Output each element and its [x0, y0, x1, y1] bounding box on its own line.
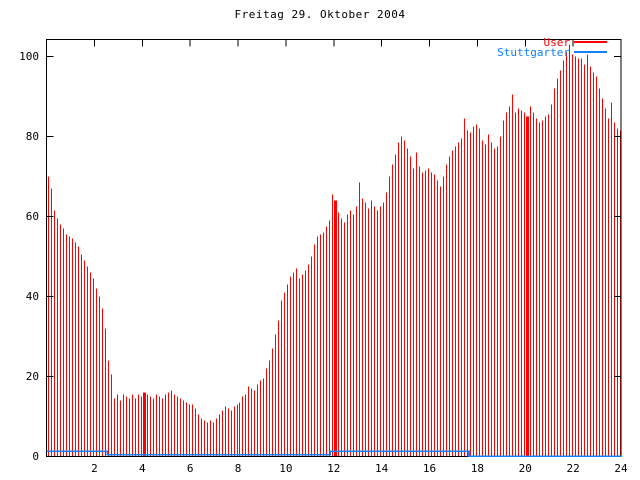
y-axis-tick-label: 20 [25, 369, 39, 383]
stuttgarter-step-line [46, 450, 621, 457]
x-axis-tick-label: 22 [566, 462, 580, 475]
y-axis-tick-label: 0 [32, 449, 39, 463]
y-axis-tick-label: 60 [25, 209, 39, 223]
y-axis-tick-label: 100 [19, 49, 39, 63]
page-title: Freitag 29. Oktober 2004 [234, 8, 406, 21]
x-axis-tick-label: 14 [375, 462, 389, 475]
x-axis-tick-label: 2 [91, 462, 98, 475]
x-axis-tick-label: 18 [470, 462, 484, 475]
user-bars-series [48, 44, 621, 457]
y-axis-tick-label: 40 [25, 289, 39, 303]
legend-label-user: User [543, 36, 571, 49]
legend-line-sample-user [574, 41, 607, 43]
y-axis-tick-label: 80 [25, 129, 39, 143]
x-axis-tick-label: 8 [234, 462, 242, 475]
x-axis-tick-label: 4 [138, 462, 146, 475]
x-axis-tick-label: 12 [327, 462, 341, 475]
x-axis-tick-label: 16 [422, 462, 437, 475]
plot-frame [46, 39, 622, 457]
x-axis-tick-label: 24 [614, 462, 628, 475]
x-axis-tick-label: 10 [279, 462, 293, 475]
legend-label-stuttgarter: Stuttgarter [497, 46, 570, 59]
x-axis-tick-label: 6 [186, 462, 194, 475]
legend-line-sample-stuttgarter [574, 51, 607, 53]
x-axis-tick-label: 20 [518, 462, 532, 475]
